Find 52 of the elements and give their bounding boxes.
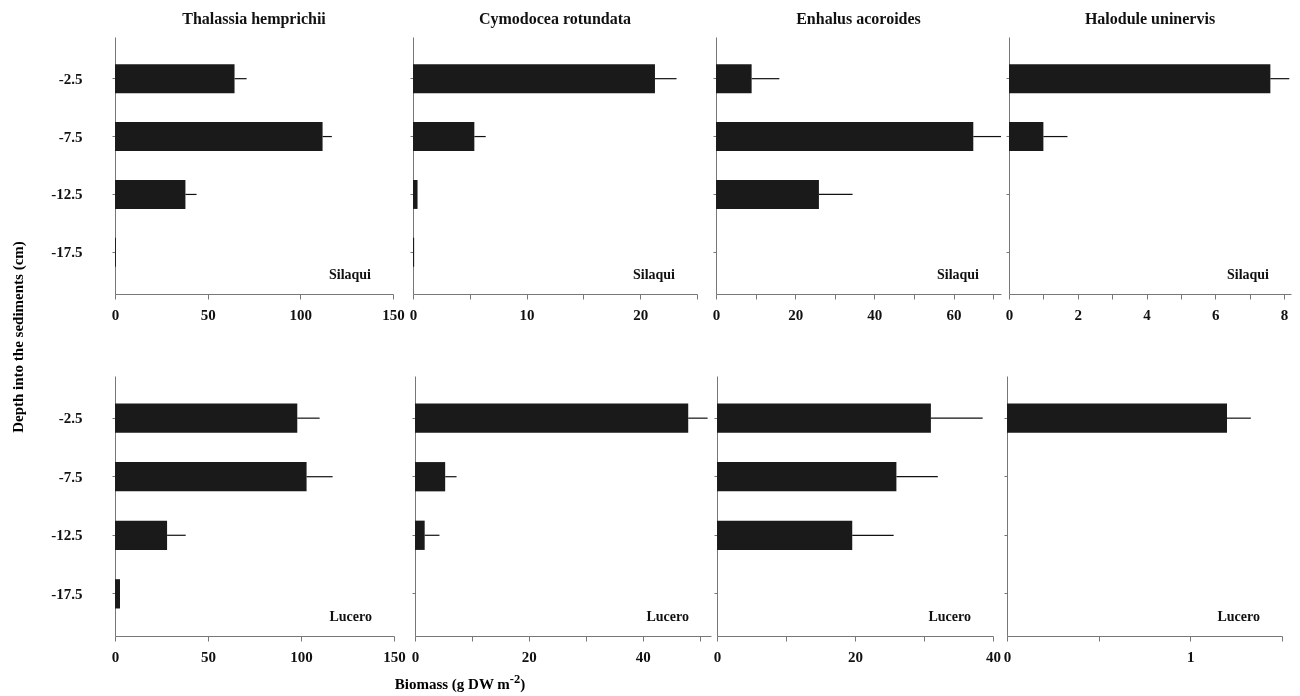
- x-tick-label: 50: [200, 306, 216, 323]
- chart-title: Thalassia hemprichii: [182, 10, 327, 28]
- annotation: Lucero: [1217, 609, 1260, 624]
- chart-title: Enhalus acoroides: [796, 10, 921, 27]
- y-tick-label: -17.5: [51, 244, 83, 261]
- x-tick-label: 0: [1003, 648, 1012, 665]
- x-axis-title: Biomass (g DW m$^{-2}$): [394, 672, 526, 693]
- x-tick-label: 4: [1143, 306, 1152, 323]
- x-tick-label: 0: [409, 306, 418, 323]
- y-tick-label: -12.5: [51, 527, 83, 544]
- x-tick-label: 0: [111, 648, 120, 665]
- y-tick-label: -7.5: [58, 468, 83, 485]
- y-axis-title: Depth into the sediments (cm): [9, 240, 27, 433]
- x-tick-label: 20: [633, 306, 649, 323]
- x-tick-label: 20: [848, 648, 863, 665]
- y-tick-label: -17.5: [51, 585, 83, 602]
- y-tick-label: -2.5: [58, 410, 83, 427]
- x-tick-label: 150: [382, 306, 405, 323]
- annotation: Silaqui: [1226, 267, 1270, 282]
- x-tick-label: 1: [1187, 648, 1195, 665]
- chart-title: Cymodocea rotundata: [478, 10, 632, 28]
- y-tick-label: -7.5: [58, 128, 83, 145]
- x-tick-label: 20: [788, 306, 804, 323]
- annotation: Lucero: [646, 609, 689, 624]
- x-tick-label: 8: [1280, 306, 1289, 323]
- x-tick-label: 40: [986, 648, 1001, 665]
- annotation: Silaqui: [632, 267, 676, 282]
- x-tick-label: 0: [411, 648, 420, 665]
- x-tick-label: 0: [712, 306, 721, 323]
- x-tick-label: 0: [713, 648, 722, 665]
- annotation: Silaqui: [328, 267, 372, 282]
- x-tick-label: 0: [1005, 306, 1014, 323]
- bar: [115, 579, 121, 609]
- x-tick-label: 6: [1212, 306, 1221, 323]
- x-tick-label: 100: [289, 306, 313, 323]
- x-tick-label: 20: [521, 648, 537, 665]
- x-tick-label: 40: [867, 306, 883, 323]
- x-tick-label: 100: [290, 648, 313, 665]
- x-tick-label: 10: [519, 306, 535, 323]
- annotation: Lucero: [928, 609, 971, 624]
- annotation: Lucero: [329, 609, 372, 624]
- x-tick-label: 150: [383, 648, 406, 665]
- y-tick-label: -12.5: [51, 186, 83, 203]
- annotation: Silaqui: [936, 267, 980, 282]
- x-tick-label: 0: [111, 306, 120, 323]
- x-tick-label: 2: [1074, 306, 1083, 323]
- x-tick-label: 60: [946, 306, 962, 323]
- x-tick-label: 40: [635, 648, 651, 665]
- x-tick-label: 50: [201, 648, 216, 665]
- chart-title: Halodule uninervis: [1084, 10, 1216, 27]
- bar: [413, 179, 418, 209]
- y-tick-label: -2.5: [58, 70, 83, 87]
